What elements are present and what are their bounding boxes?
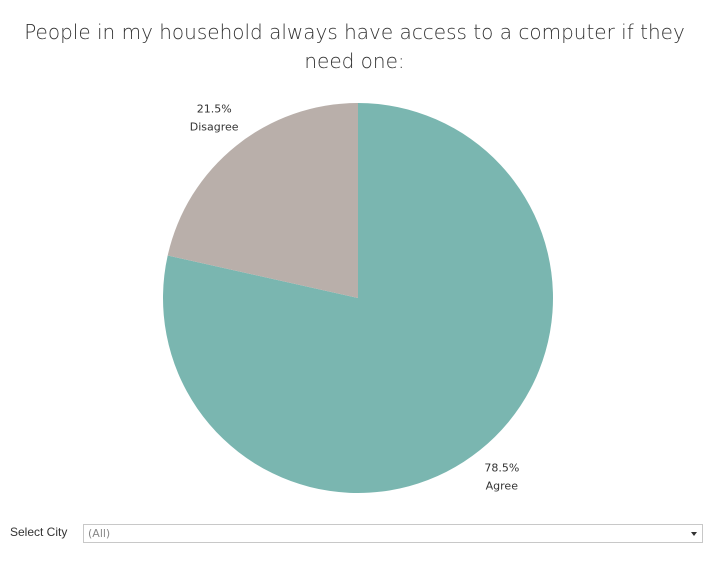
value-label: 78.5% — [484, 461, 519, 474]
value-label: 21.5% — [197, 103, 232, 116]
category-label: Disagree — [190, 121, 239, 134]
chart: 78.5% Agree 21.5% Disagree — [163, 103, 553, 494]
chart-title: People in my household always have acces… — [24, 20, 685, 73]
dropdown-arrow — [691, 532, 697, 536]
pie-slice — [167, 103, 358, 298]
category-label: Agree — [486, 479, 519, 492]
dropdown-value: (All) — [88, 527, 111, 540]
filter-label: Select City — [10, 525, 68, 539]
city-dropdown[interactable]: (All) — [83, 524, 703, 543]
